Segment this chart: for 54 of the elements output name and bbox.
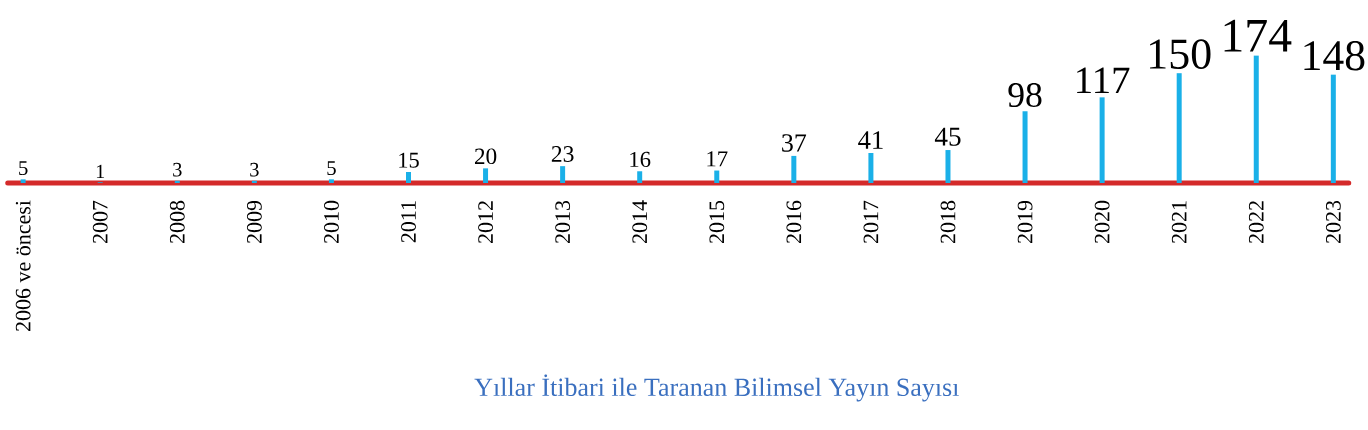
data-label: 37 bbox=[782, 134, 807, 152]
x-tick-label: 2022 bbox=[1248, 201, 1264, 244]
bar bbox=[868, 152, 874, 183]
data-label: 174 bbox=[1224, 19, 1292, 52]
bar bbox=[1253, 55, 1259, 183]
x-tick-label: 2006 ve öncesi bbox=[15, 200, 31, 332]
data-label: 5 bbox=[19, 161, 28, 176]
bar bbox=[791, 155, 797, 183]
data-label: 150 bbox=[1150, 39, 1211, 69]
x-tick-label: 2013 bbox=[555, 200, 571, 244]
bar bbox=[1099, 97, 1105, 183]
data-label: 3 bbox=[250, 162, 259, 177]
data-label: 17 bbox=[707, 151, 728, 167]
bar bbox=[1176, 73, 1182, 183]
data-label: 16 bbox=[630, 151, 651, 168]
x-tick-label: 2008 bbox=[169, 200, 185, 244]
bar bbox=[405, 172, 411, 183]
data-label: 148 bbox=[1304, 41, 1365, 71]
x-tick-label: 2011 bbox=[401, 201, 416, 243]
x-tick-label: 2016 bbox=[786, 200, 802, 244]
bar bbox=[1330, 74, 1336, 183]
data-label: 20 bbox=[474, 148, 497, 165]
x-tick-label: 2017 bbox=[863, 200, 879, 244]
x-tick-label: 2019 bbox=[1017, 200, 1033, 244]
x-tick-label: 2014 bbox=[632, 200, 648, 244]
bar bbox=[20, 179, 26, 183]
bar bbox=[1022, 111, 1028, 183]
bar bbox=[560, 166, 566, 183]
data-label: 23 bbox=[551, 146, 574, 162]
bar bbox=[174, 180, 180, 183]
text: Yıllar İtibari ile Taranan Bilimsel Yayın Sayısı bbox=[474, 374, 959, 402]
data-label: 45 bbox=[934, 127, 961, 146]
bar bbox=[251, 180, 257, 183]
x-tick-label: 2015 bbox=[709, 200, 725, 244]
x-tick-label: 2023 bbox=[1325, 200, 1341, 244]
bar bbox=[483, 168, 489, 183]
x-tick-label: 2009 bbox=[246, 200, 262, 244]
bar bbox=[328, 179, 334, 183]
bar bbox=[637, 171, 643, 183]
x-tick-label: 2012 bbox=[478, 201, 493, 244]
bar bbox=[714, 170, 720, 183]
x-tick-label: 2018 bbox=[940, 200, 956, 244]
bar bbox=[945, 150, 951, 183]
data-label: 41 bbox=[858, 131, 883, 149]
data-label: 15 bbox=[399, 152, 419, 168]
x-tick-label: 2021 bbox=[1171, 201, 1187, 244]
data-label: 117 bbox=[1077, 67, 1130, 94]
data-label: 5 bbox=[327, 161, 336, 176]
data-label: 1 bbox=[96, 164, 105, 179]
x-tick-label: 2020 bbox=[1094, 200, 1110, 244]
x-tick-label: 2010 bbox=[324, 200, 339, 244]
data-label: 3 bbox=[173, 162, 182, 177]
x-tick-label: 2007 bbox=[92, 200, 108, 244]
data-label: 98 bbox=[1008, 83, 1042, 108]
